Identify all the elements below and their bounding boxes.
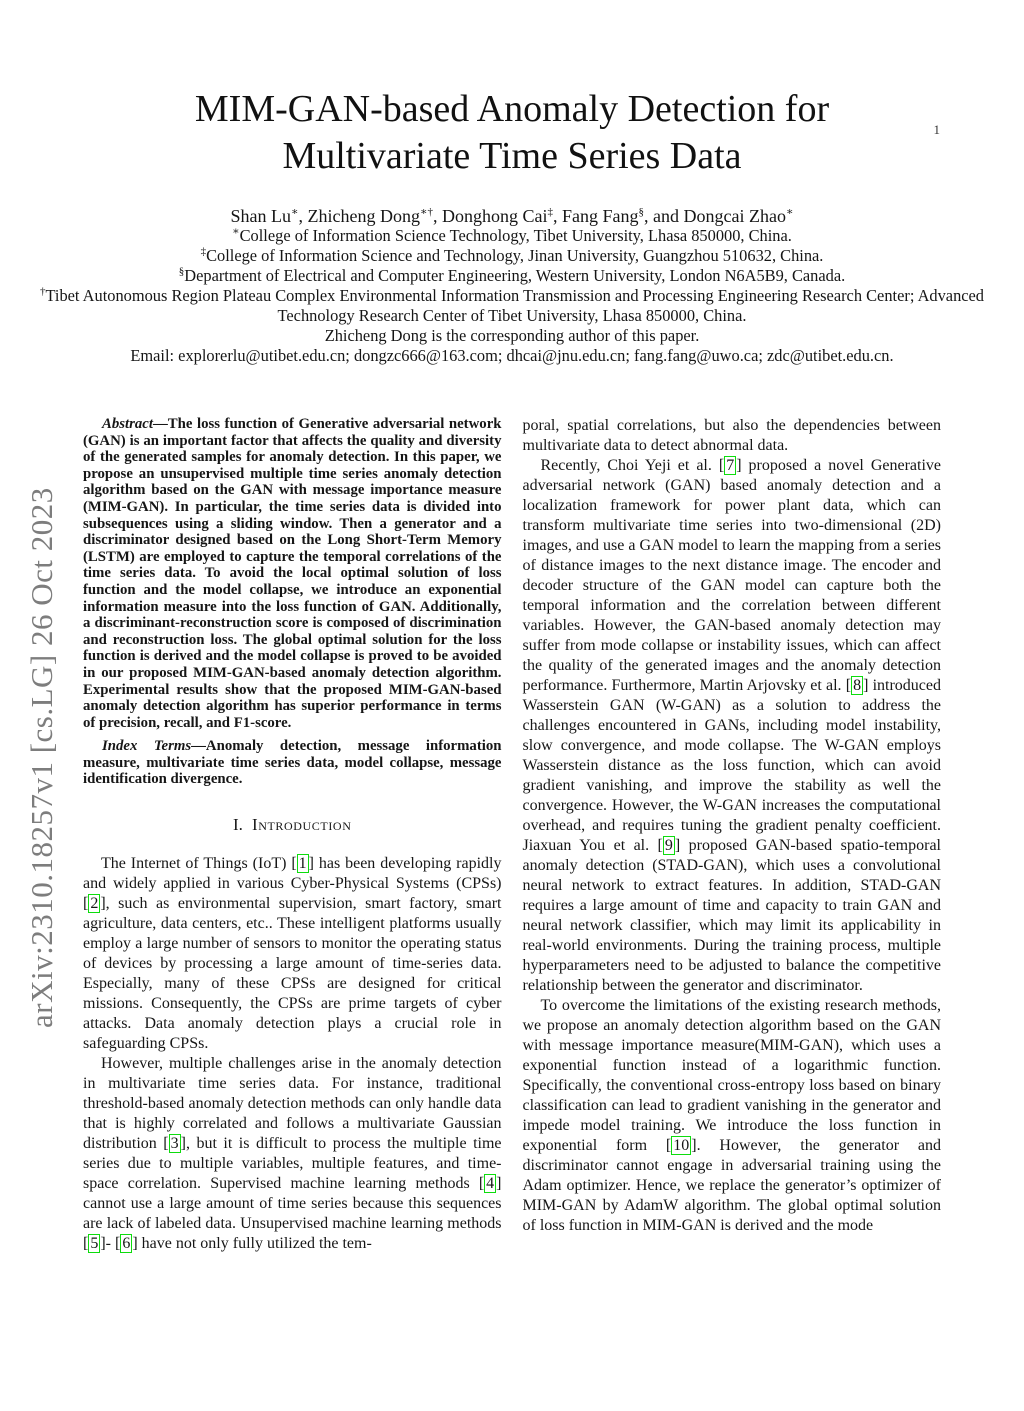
abstract-label: Abstract xyxy=(102,416,153,432)
affiliation-mark: † xyxy=(39,285,46,298)
affiliation-mark: ∗ xyxy=(232,225,240,238)
section-number: I. xyxy=(233,815,243,835)
citation-link[interactable]: 10 xyxy=(671,1136,692,1155)
email-line: Email: explorerlu@utibet.edu.cn; dongzc6… xyxy=(130,346,894,365)
author-name: Dongcai Zhao xyxy=(683,206,786,226)
citation-link[interactable]: 8 xyxy=(851,676,864,695)
paragraph: poral, spatial correlations, but also th… xyxy=(522,417,942,454)
author-line: Shan Lu∗, Zhicheng Dong∗†, Donghong Cai‡… xyxy=(230,206,794,226)
citation-link[interactable]: 2 xyxy=(88,894,101,914)
affiliation-line: ∗College of Information Science Technolo… xyxy=(232,225,792,245)
citation-link[interactable]: 4 xyxy=(484,1174,497,1194)
citation-link[interactable]: 3 xyxy=(168,1134,181,1154)
author-name: Donghong Cai xyxy=(442,206,548,226)
section-heading-introduction: I. Introduction xyxy=(83,815,502,835)
paragraph: The Internet of Things (IoT) [1] has bee… xyxy=(83,854,502,1053)
affiliation-mark: § xyxy=(178,265,185,278)
index-terms-label: Index Terms xyxy=(102,738,192,755)
citation-link[interactable]: 1 xyxy=(296,854,309,874)
paragraph: However, multiple challenges arise in th… xyxy=(83,1055,502,1254)
abstract-paragraph: Abstract—The loss function of Generative… xyxy=(83,416,502,731)
affiliations: ∗College of Information Science Technolo… xyxy=(0,226,1024,326)
author-name: Fang Fang xyxy=(562,206,639,226)
citation-link[interactable]: 7 xyxy=(724,456,737,475)
author-affiliation-mark: ∗† xyxy=(420,206,433,218)
author-name: Zhicheng Dong xyxy=(307,206,421,226)
author-affiliation-mark: ‡ xyxy=(547,206,554,218)
paragraph: To overcome the limitations of the exist… xyxy=(522,997,942,1234)
author-name: Shan Lu xyxy=(230,206,292,226)
page-number: 1 xyxy=(933,122,941,137)
author-affiliation-mark: § xyxy=(638,206,645,218)
citation-link[interactable]: 9 xyxy=(662,836,675,855)
citation-link[interactable]: 6 xyxy=(120,1234,133,1254)
paragraph: Recently, Choi Yeji et al. [7] proposed … xyxy=(522,456,942,994)
right-column: poral, spatial correlations, but also th… xyxy=(523,416,942,1254)
corresponding-note: Zhicheng Dong is the corresponding autho… xyxy=(324,326,700,345)
paper-header: MIM-GAN-based Anomaly Detection for Mult… xyxy=(0,86,1024,366)
citation-link[interactable]: 5 xyxy=(88,1234,101,1254)
affiliation-line: ‡College of Information Science and Tech… xyxy=(200,245,824,265)
arxiv-watermark: arXiv:2310.18257v1 [cs.LG] 26 Oct 2023 xyxy=(24,487,59,1028)
author-affiliation-mark: ∗ xyxy=(291,206,299,218)
section-title: Introduction xyxy=(251,815,352,835)
left-column: Abstract—The loss function of Generative… xyxy=(83,416,502,1254)
abstract-text: —The loss function of Generative adversa… xyxy=(83,416,502,731)
author-affiliation-mark: ∗ xyxy=(785,206,794,218)
two-column-body: Abstract—The loss function of Generative… xyxy=(83,416,941,1254)
affiliation-line: §Department of Electrical and Computer E… xyxy=(178,265,846,285)
affiliation-block: ∗College of Information Science Technolo… xyxy=(0,226,1024,366)
index-terms-text: —Anomaly detection, message information … xyxy=(83,738,502,788)
paper-title: MIM-GAN-based Anomaly Detection for Mult… xyxy=(194,88,830,177)
affiliation-line: †Tibet Autonomous Region Plateau Complex… xyxy=(39,285,985,325)
affiliation-mark: ‡ xyxy=(200,245,207,258)
index-terms-paragraph: Index Terms—Anomaly detection, message i… xyxy=(83,738,502,788)
